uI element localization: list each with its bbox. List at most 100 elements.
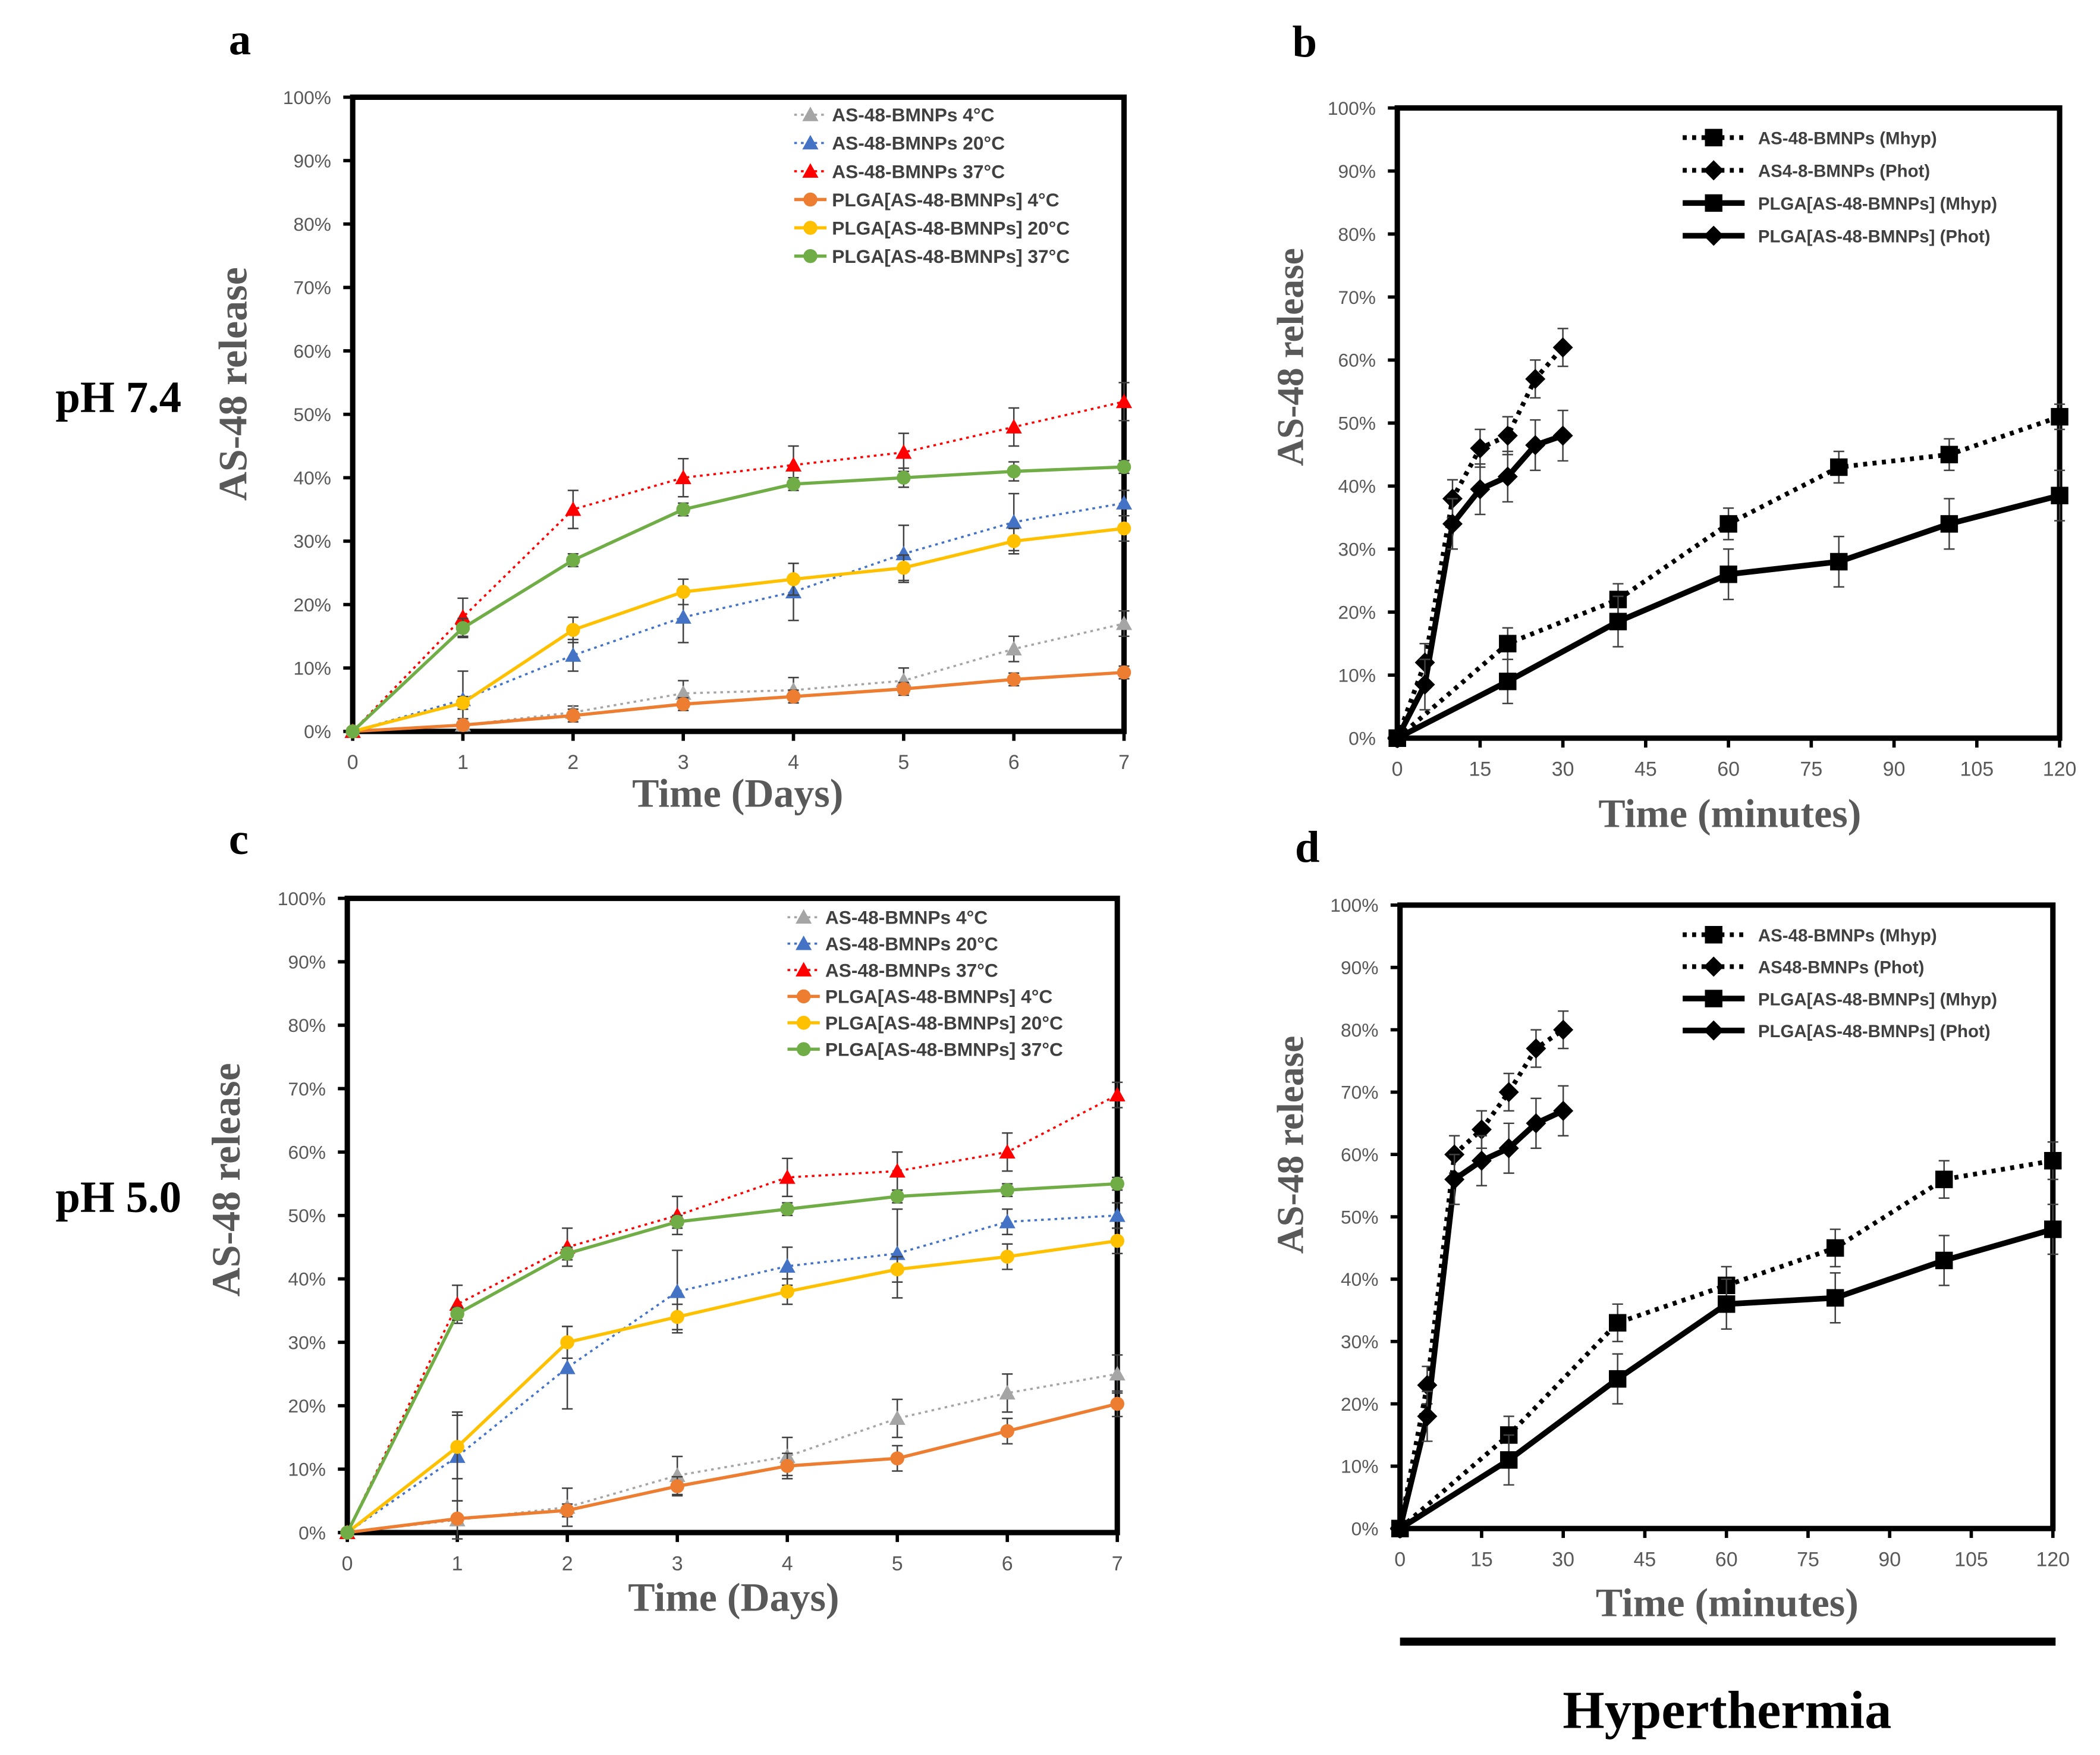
legend-label: AS-48-BMNPs 20°C — [825, 933, 998, 955]
y-tick-label: 80% — [1341, 1019, 1378, 1041]
data-point — [566, 623, 580, 637]
data-point — [565, 647, 581, 662]
legend-marker — [1705, 128, 1722, 147]
y-tick-label: 70% — [294, 277, 331, 299]
legend-entry: PLGA[AS-48-BMNPs] 20°C — [787, 1012, 1063, 1034]
data-point — [675, 469, 691, 485]
y-tick-label: 90% — [1338, 161, 1375, 182]
legend-entry: AS48-BMNPs (Phot) — [1683, 956, 1924, 978]
panel-letter: a — [229, 15, 251, 64]
panel-letter: d — [1295, 822, 1320, 872]
legend-entry: AS-48-BMNPs 4°C — [787, 907, 988, 928]
charts-layer: a0%10%20%30%40%50%60%70%80%90%100%0 1 2 3 4 5… — [203, 15, 2076, 1625]
data-point — [2044, 1151, 2062, 1170]
data-point — [1109, 1087, 1126, 1102]
x-tick-label: 0 — [347, 751, 359, 774]
data-point — [560, 1335, 574, 1349]
panel-letter: c — [229, 815, 249, 864]
data-point — [1497, 425, 1518, 446]
data-point — [1442, 513, 1463, 534]
x-axis-title: Time (Days) — [628, 1574, 839, 1619]
data-point — [1115, 615, 1133, 630]
data-point — [1000, 1249, 1014, 1264]
data-point — [2051, 408, 2068, 426]
chart-panel-d: d 0% 10% 20% 30% 40% 50% 60% 70% 80% 90% 100% 0 15 30 4… — [1270, 822, 2070, 1625]
y-tick-label: 50% — [1341, 1206, 1378, 1227]
y-tick-label: 0% — [1351, 1518, 1379, 1540]
legend-marker — [1703, 956, 1724, 977]
data-point — [1444, 1169, 1465, 1190]
x-tick-label: 0 — [1394, 1549, 1406, 1571]
series-6 — [340, 1176, 1124, 1540]
y-tick-label: 100% — [1328, 98, 1376, 119]
series-3 — [1388, 469, 2068, 747]
data-point — [675, 685, 691, 700]
legend-entry: PLGA[AS-48-BMNPs] 37°C — [787, 1038, 1063, 1060]
y-tick-label: 30% — [288, 1332, 325, 1353]
x-tick-label: 90 — [1878, 1549, 1901, 1571]
data-point — [1007, 464, 1021, 479]
data-point — [1553, 1019, 1574, 1040]
data-point — [1935, 1251, 1953, 1270]
data-point — [566, 708, 580, 723]
series-line — [346, 1239, 1118, 1534]
y-tick-label: 50% — [288, 1205, 325, 1226]
legend-label: PLGA[AS-48-BMNPs] 37°C — [825, 1038, 1063, 1060]
legend-label: PLGA[AS-48-BMNPs] (Phot) — [1758, 227, 1991, 247]
y-tick-label: 30% — [1341, 1331, 1378, 1352]
data-point — [669, 1467, 686, 1482]
legend-marker — [796, 1042, 811, 1056]
legend-entry: PLGA[AS-48-BMNPs] 4°C — [794, 189, 1060, 211]
data-point — [1499, 673, 1517, 690]
data-point — [1117, 521, 1131, 536]
series-line — [351, 465, 1124, 733]
data-point — [1109, 1207, 1126, 1222]
legend-marker — [1705, 194, 1722, 212]
series-line — [352, 526, 1124, 733]
chart-panel-a: a 0% 10% 20% 30% 40% 50% 60% 70% 80% 90% 100% 0 1 2 3 4 5… — [210, 15, 1133, 816]
y-axis-title: AS-48 release — [1270, 1036, 1312, 1254]
legend-marker — [1703, 160, 1724, 181]
legend-label: AS-48-BMNPs 37°C — [825, 959, 998, 981]
y-tick-label: 100% — [1330, 894, 1378, 916]
data-point — [676, 697, 690, 711]
x-tick-label: 105 — [1954, 1549, 1988, 1571]
y-tick-label: 100% — [283, 87, 331, 108]
legend-label: PLGA[AS-48-BMNPs] 20°C — [832, 217, 1070, 238]
legend-marker — [1705, 990, 1722, 1007]
data-point — [890, 1189, 904, 1204]
data-point — [1498, 1138, 1519, 1159]
y-tick-label: 60% — [1341, 1144, 1378, 1166]
data-point — [454, 609, 471, 624]
legend-label: PLGA[AS-48-BMNPs] (Mhyp) — [1758, 194, 1997, 214]
x-tick-label: 90 — [1883, 758, 1906, 781]
legend-entry: PLGA[AS-48-BMNPs] (Mhyp) — [1683, 990, 1997, 1009]
data-point — [889, 1163, 906, 1178]
legend-marker — [802, 163, 819, 178]
y-tick-label: 60% — [294, 340, 331, 362]
y-tick-label: 80% — [294, 214, 331, 235]
hyperthermia-bracket-bar — [1400, 1637, 2056, 1646]
y-tick-label: 30% — [294, 530, 331, 552]
data-point — [1498, 1082, 1519, 1103]
legend-entry: PLGA[AS-48-BMNPs] (Phot) — [1683, 225, 1991, 247]
y-tick-label: 0% — [304, 721, 331, 742]
legend-label: AS-48-BMNPs 37°C — [832, 161, 1005, 182]
data-point — [1553, 1100, 1574, 1121]
data-point — [676, 502, 690, 517]
data-point — [1525, 369, 1546, 390]
x-tick-label: 5 — [898, 751, 909, 774]
data-point — [890, 1451, 904, 1465]
series-1 — [1388, 403, 2068, 747]
data-point — [895, 545, 912, 561]
legend-entry: AS-48-BMNPs (Mhyp) — [1683, 128, 1937, 149]
legend-entry: AS-48-BMNPs 37°C — [794, 161, 1005, 182]
y-tick-label: 90% — [288, 952, 325, 973]
data-point — [1117, 460, 1131, 474]
series-6 — [345, 460, 1131, 739]
data-point — [780, 1202, 794, 1216]
y-tick-label: 70% — [1341, 1082, 1378, 1103]
data-point — [450, 1511, 464, 1526]
legend-entry: AS-48-BMNPs (Mhyp) — [1683, 926, 1937, 946]
data-point — [1940, 515, 1958, 533]
